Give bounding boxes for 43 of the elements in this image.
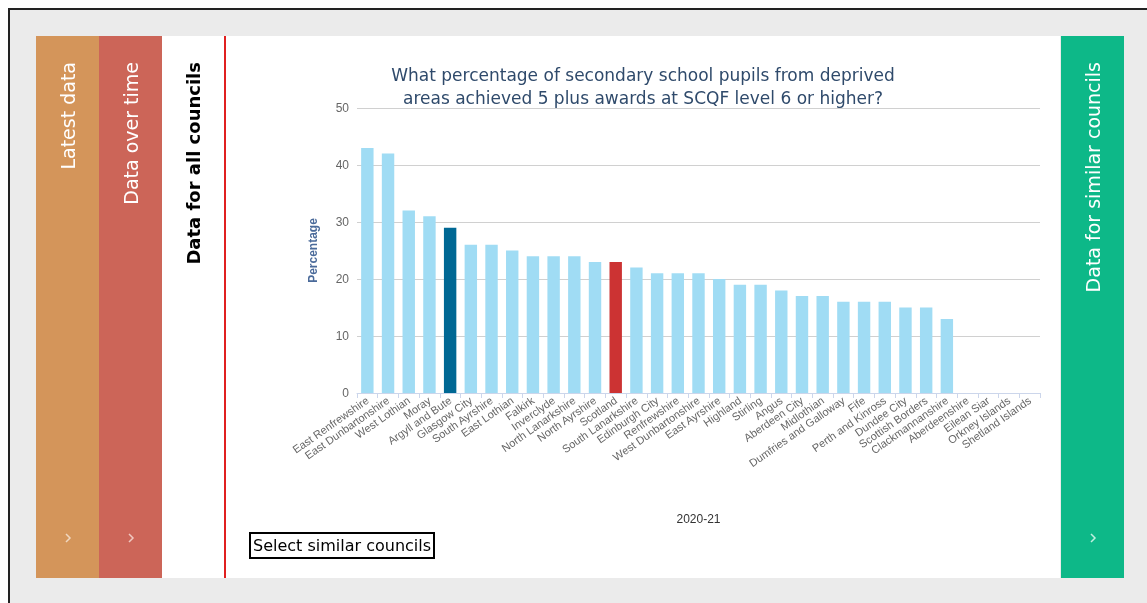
y-tick-label: 0 xyxy=(342,386,350,400)
bar xyxy=(630,267,643,393)
bar xyxy=(754,284,767,393)
bar xyxy=(423,216,436,393)
bar xyxy=(733,284,747,393)
bar xyxy=(837,301,850,393)
bar xyxy=(878,301,891,393)
bar xyxy=(485,244,498,393)
bar xyxy=(381,153,395,393)
bar xyxy=(526,256,540,393)
chart-title: What percentage of secondary school pupils from deprived areas achieved 5 plus awards at SCQF level 6 or higher? xyxy=(391,64,895,108)
y-tick-label: 20 xyxy=(335,272,350,286)
bar xyxy=(547,256,560,393)
bar xyxy=(506,250,519,393)
text: Latest data xyxy=(56,62,79,170)
bar xyxy=(671,273,685,393)
text: Data for similar councils xyxy=(1081,62,1104,293)
bar xyxy=(775,290,788,393)
bar xyxy=(816,296,829,393)
bar xyxy=(650,273,664,393)
y-tick-label: 10 xyxy=(335,329,350,343)
bar xyxy=(940,318,954,393)
text: Data for all councils xyxy=(182,62,204,265)
text: Select similar councils xyxy=(249,532,436,559)
y-tick-label: 50 xyxy=(335,101,350,115)
y-tick-label: 30 xyxy=(335,215,350,229)
bar xyxy=(919,307,933,393)
bar xyxy=(464,244,478,393)
x-axis-title: 2020-21 xyxy=(676,512,721,526)
bar xyxy=(795,296,809,393)
bar xyxy=(443,227,457,393)
bar xyxy=(692,273,705,393)
bar xyxy=(361,147,374,393)
y-axis-title: Percentage xyxy=(306,217,320,283)
bar xyxy=(588,261,602,393)
bar xyxy=(899,307,912,393)
bar xyxy=(712,279,726,393)
bar xyxy=(609,261,622,393)
y-tick-label: 40 xyxy=(335,158,350,172)
text: Data over time xyxy=(119,62,142,205)
bar xyxy=(857,301,871,393)
bar xyxy=(568,256,581,393)
bar xyxy=(402,210,415,393)
